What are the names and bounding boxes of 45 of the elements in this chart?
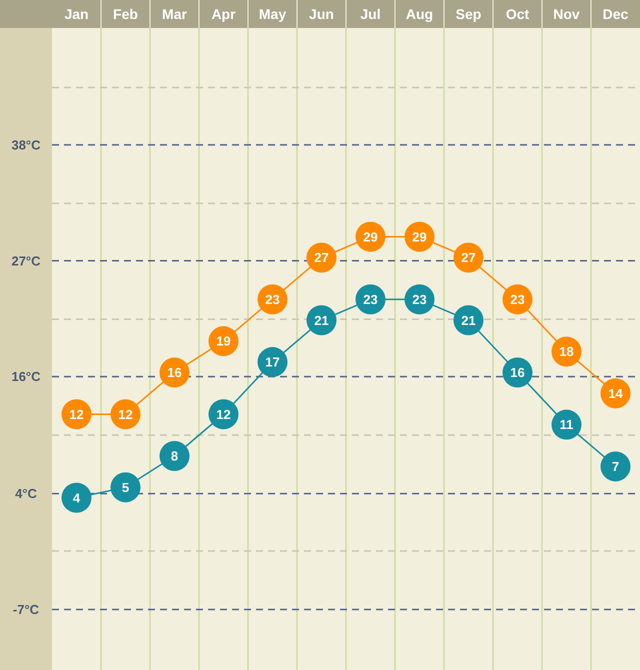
data-label: 29: [412, 229, 427, 244]
data-label: 12: [69, 406, 84, 422]
x-tick-label: Jul: [360, 6, 381, 22]
y-tick-label: -7°C: [12, 602, 40, 618]
x-tick-label: Aug: [406, 6, 434, 22]
data-label: 5: [122, 480, 130, 495]
x-tick-label: Dec: [602, 6, 629, 22]
data-label: 19: [216, 334, 231, 349]
y-tick-label: 16°C: [11, 369, 42, 384]
data-label: 18: [559, 344, 574, 360]
x-tick-label: May: [258, 6, 286, 22]
point: [160, 441, 190, 471]
y-tick-label: 38°C: [11, 137, 42, 152]
data-label: 23: [510, 292, 525, 307]
data-label: 11: [560, 417, 574, 432]
data-label: 12: [118, 406, 133, 422]
y-tick-label: 4°C: [15, 486, 38, 502]
data-label: 23: [412, 292, 427, 307]
data-label: 23: [363, 292, 378, 307]
data-label: 7: [612, 458, 620, 474]
x-tick-label: Mar: [162, 6, 188, 22]
data-label: 17: [265, 354, 280, 370]
data-label: 27: [314, 250, 329, 266]
point: [600, 451, 630, 482]
point: [110, 472, 140, 502]
x-tick-label: Sep: [456, 6, 482, 22]
data-label: 4: [72, 490, 81, 506]
x-tick-label: Oct: [506, 6, 530, 22]
data-label: 16: [510, 365, 525, 380]
x-tick-label: Jan: [64, 6, 89, 22]
data-label: 27: [461, 250, 476, 266]
y-tick-label: 27°C: [11, 253, 42, 268]
data-label: 12: [216, 406, 231, 422]
point: [62, 482, 92, 513]
x-tick-label: Feb: [113, 6, 138, 22]
x-tick-label: Apr: [211, 6, 236, 22]
data-label: 21: [461, 312, 476, 328]
data-label: 14: [608, 386, 624, 401]
data-label: 29: [363, 229, 378, 244]
data-label: 23: [265, 292, 280, 307]
data-label: 16: [167, 365, 182, 380]
data-label: 8: [170, 448, 178, 464]
x-tick-label: Nov: [553, 6, 580, 22]
x-tick-label: Jun: [309, 6, 334, 22]
data-label: 21: [314, 312, 329, 328]
